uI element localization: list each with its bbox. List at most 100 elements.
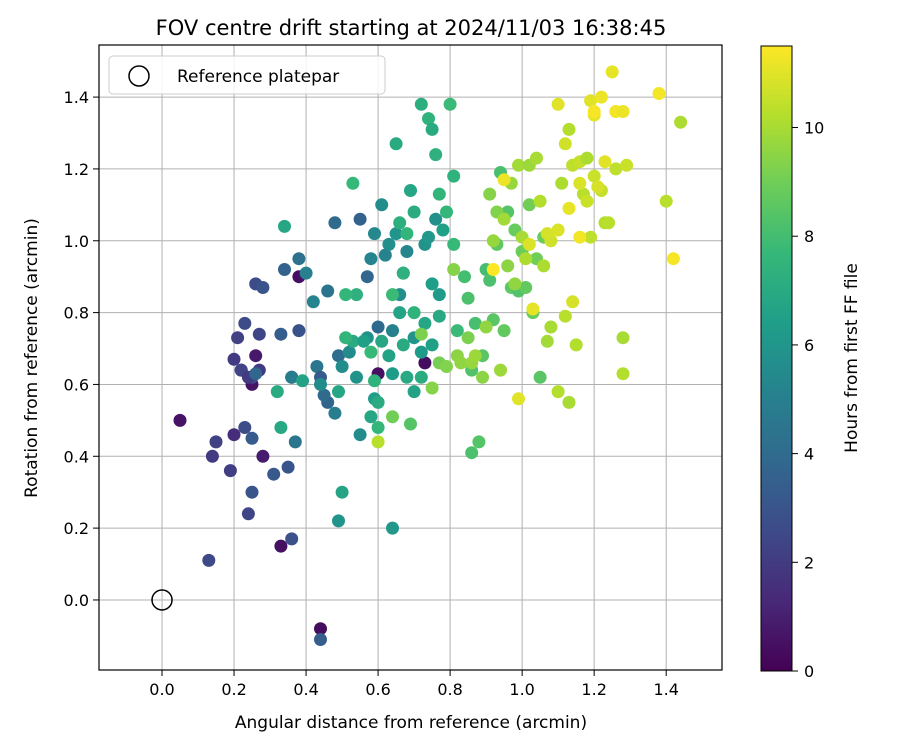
scatter-point xyxy=(486,263,500,276)
scatter-point xyxy=(241,507,255,521)
x-tick-label: 0.0 xyxy=(149,680,174,699)
scatter-point xyxy=(371,435,385,449)
scatter-point xyxy=(551,223,565,237)
scatter-point xyxy=(371,320,385,334)
x-tick-label: 1.0 xyxy=(509,680,534,699)
scatter-point xyxy=(580,194,594,208)
scatter-point xyxy=(566,295,580,309)
scatter-point xyxy=(223,464,237,478)
scatter-point xyxy=(339,288,353,302)
scatter-point xyxy=(605,65,619,79)
scatter-point xyxy=(440,360,453,373)
colorbar-label: Hours from first FF file xyxy=(842,263,862,453)
scatter-point xyxy=(386,288,399,302)
scatter-point xyxy=(400,245,414,258)
scatter-point xyxy=(332,349,345,363)
y-tick-label: 1.4 xyxy=(64,88,89,107)
scatter-point xyxy=(609,162,623,176)
scatter-point xyxy=(533,194,547,208)
y-tick-label: 1.2 xyxy=(64,160,89,179)
scatter-point xyxy=(368,374,381,388)
scatter-point xyxy=(414,345,428,359)
scatter-point xyxy=(245,485,259,499)
scatter-point xyxy=(494,363,507,377)
scatter-point xyxy=(296,374,309,388)
scatter-point xyxy=(314,622,327,636)
scatter-point xyxy=(332,385,345,399)
x-tick-label: 0.4 xyxy=(293,680,318,699)
scatter-point xyxy=(389,137,403,151)
colorbar-tick-label: 6 xyxy=(804,336,814,355)
scatter-point xyxy=(555,176,569,190)
scatter-point xyxy=(205,449,219,463)
scatter-point xyxy=(375,334,389,348)
scatter-point xyxy=(425,122,439,136)
scatter-point xyxy=(335,485,349,499)
scatter-point xyxy=(425,277,439,291)
scatter-point xyxy=(584,94,598,108)
scatter-point xyxy=(483,187,497,201)
scatter-point xyxy=(404,417,417,431)
scatter-point xyxy=(274,421,288,434)
scatter-point xyxy=(346,176,360,190)
scatter-point xyxy=(335,360,349,373)
scatter-point xyxy=(267,467,281,481)
scatter-point xyxy=(580,151,594,165)
scatter-point xyxy=(674,115,688,129)
scatter-point xyxy=(393,216,407,230)
x-axis-ticks: 0.0 0.2 0.4 0.6 0.8 1.0 1.2 1.4 xyxy=(149,670,679,699)
scatter-point xyxy=(400,227,414,241)
x-tick-label: 0.2 xyxy=(221,680,246,699)
scatter-point xyxy=(562,201,576,215)
scatter-point xyxy=(602,216,616,230)
scatter-point xyxy=(458,270,471,284)
x-tick-label: 0.6 xyxy=(365,680,390,699)
scatter-point xyxy=(483,273,497,287)
scatter-point xyxy=(508,277,522,291)
scatter-point xyxy=(288,435,302,449)
scatter-point xyxy=(321,284,335,298)
scatter-point xyxy=(562,395,576,409)
scatter-point xyxy=(173,413,187,427)
scatter-point xyxy=(587,105,601,118)
scatter-point xyxy=(461,331,475,345)
scatter-point xyxy=(386,367,399,381)
scatter-point xyxy=(418,316,432,330)
scatter-point xyxy=(278,219,291,233)
scatter-point xyxy=(364,345,378,359)
scatter-point xyxy=(540,334,554,348)
scatter-point xyxy=(530,151,543,165)
scatter-point xyxy=(314,377,327,391)
scatter-point xyxy=(414,97,428,111)
scatter-point xyxy=(594,90,608,104)
chart-title: FOV centre drift starting at 2024/11/03 … xyxy=(156,16,667,40)
colorbar-tick-label: 10 xyxy=(804,119,824,138)
scatter-point xyxy=(350,288,363,302)
plot-area xyxy=(98,44,723,671)
scatter-point xyxy=(598,155,612,169)
scatter-point xyxy=(620,158,634,172)
scatter-point xyxy=(422,230,435,244)
scatter-point xyxy=(616,367,630,381)
scatter-point xyxy=(414,327,428,341)
colorbar-tick-label: 8 xyxy=(804,227,814,246)
scatter-point xyxy=(245,431,259,445)
grid-lines xyxy=(99,45,722,670)
scatter-point xyxy=(519,252,533,266)
colorbar-tick-label: 2 xyxy=(804,553,814,572)
scatter-point xyxy=(393,306,407,320)
scatter-point xyxy=(526,302,540,316)
scatter-point xyxy=(497,173,511,187)
scatter-point xyxy=(389,227,403,241)
scatter-point xyxy=(422,112,435,126)
scatter-point xyxy=(278,263,291,276)
scatter-point xyxy=(468,349,482,363)
scatter-point xyxy=(486,234,500,248)
scatter-point xyxy=(544,320,558,334)
scatter-point xyxy=(378,248,392,262)
x-tick-label: 1.2 xyxy=(581,680,606,699)
scatter-point xyxy=(569,338,583,352)
scatter-point xyxy=(382,349,396,363)
scatter-point xyxy=(202,553,216,567)
scatter-point xyxy=(616,105,630,118)
